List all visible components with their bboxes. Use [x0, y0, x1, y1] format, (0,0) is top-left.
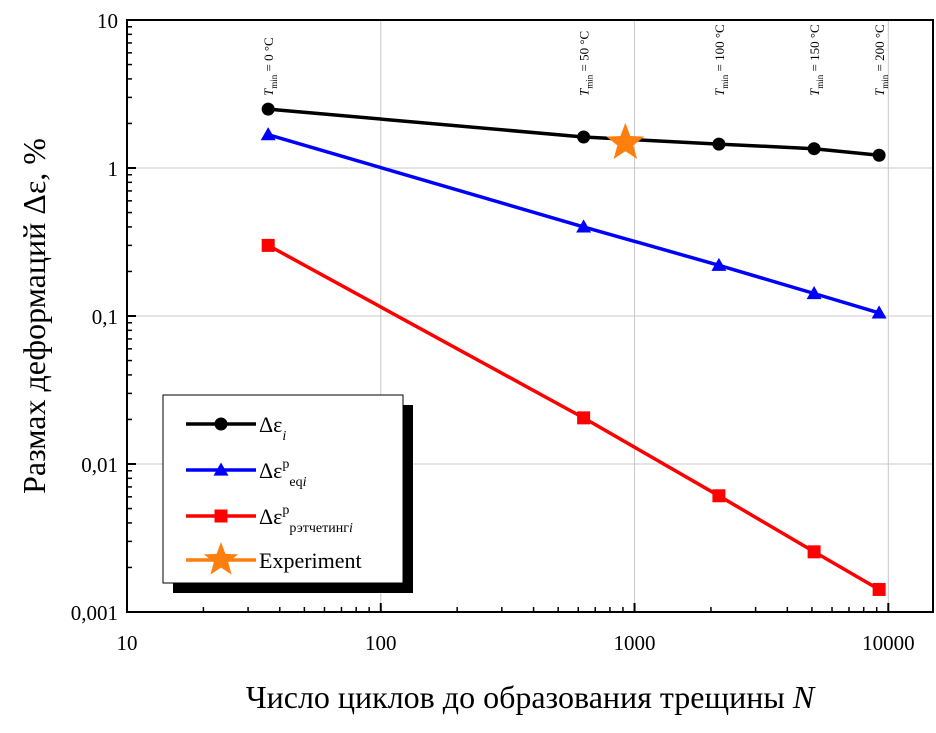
- legend-label: Δεi: [259, 412, 286, 444]
- annotation-tmin: Tmin = 0 °C: [261, 37, 279, 96]
- series-de_r: [261, 238, 886, 596]
- data-point-de_i: [577, 130, 591, 144]
- x-tick-label: 1000: [614, 631, 656, 655]
- legend-symbol: Δε: [259, 412, 282, 437]
- annotation-subscript: min: [880, 74, 890, 89]
- legend-symbol: Δε: [259, 458, 282, 483]
- x-axis-label: Число циклов до образования трещины N: [246, 679, 816, 715]
- x-axis-label-text: Число циклов до образования трещины: [246, 679, 793, 715]
- legend-label: Δεpeqi: [259, 457, 307, 490]
- legend-subscript: eq: [289, 475, 302, 490]
- data-point-de_r: [807, 545, 821, 559]
- series: [260, 102, 887, 596]
- y-tick-label: 0,01: [81, 453, 118, 477]
- annotation-tmin: Tmin = 50 °C: [577, 31, 595, 96]
- annotation-tmin: Tmin = 100 °C: [712, 24, 730, 96]
- annotation-tmin: Tmin = 150 °C: [807, 24, 825, 96]
- legend-marker: [214, 509, 228, 523]
- x-tick-label: 100: [365, 631, 397, 655]
- legend-superscript: p: [282, 457, 289, 472]
- legend-item: Δεi: [186, 412, 286, 444]
- data-point-de_i: [807, 142, 821, 156]
- data-point-de_r: [712, 489, 726, 503]
- legend-item: Δεpeqi: [186, 457, 307, 490]
- y-tick-label: 0,001: [71, 601, 118, 625]
- legend-box: [162, 394, 404, 584]
- data-point-de_r: [872, 582, 886, 596]
- annotation-symbol: T: [261, 88, 276, 96]
- annotation-value: = 0 °C: [261, 37, 276, 74]
- data-point-de_eq: [260, 127, 276, 141]
- legend-superscript: p: [282, 503, 289, 518]
- annotation-subscript: min: [720, 74, 730, 89]
- data-point-experiment: [606, 122, 645, 159]
- annotation-tmin: Tmin = 200 °C: [872, 24, 890, 96]
- legend-subscript: рэтчетинг: [289, 521, 349, 536]
- annotation-value: = 50 °C: [577, 31, 592, 75]
- legend-subscript-italic: i: [282, 429, 286, 444]
- data-point-de_i: [712, 137, 726, 151]
- y-axis-label: Размах деформаций Δε, %: [16, 138, 52, 494]
- legend-marker: [203, 542, 239, 575]
- data-point-de_eq: [576, 219, 592, 233]
- data-point-de_r: [577, 411, 591, 425]
- series-line-de_eq: [267, 133, 880, 315]
- annotation-subscript: min: [269, 74, 279, 89]
- legend-symbol: Δε: [259, 504, 282, 529]
- data-point-de_r: [261, 238, 275, 252]
- annotation-symbol: T: [807, 88, 822, 96]
- annotation-symbol: T: [712, 88, 727, 96]
- annotation-symbol: T: [872, 88, 887, 96]
- data-point-de_i: [872, 148, 886, 162]
- data-point-de_i: [261, 102, 275, 116]
- legend-label: Δεpрэтчетингi: [259, 503, 353, 536]
- legend-marker: [214, 417, 228, 431]
- y-tick-label: 10: [97, 9, 118, 33]
- legend-item: Δεpрэтчетингi: [186, 503, 353, 536]
- annotation-value: = 100 °C: [712, 24, 727, 74]
- x-axis-label-var: N: [792, 679, 816, 715]
- series-de_i: [261, 102, 886, 162]
- x-tick-label: 10: [117, 631, 138, 655]
- data-point-de_eq: [871, 305, 887, 319]
- series-de_eq: [260, 127, 887, 319]
- annotation-symbol: T: [577, 88, 592, 96]
- y-tick-label: 0,1: [92, 305, 118, 329]
- series-line-de_i: [268, 107, 880, 157]
- legend-label: Experiment: [259, 548, 362, 573]
- data-point-de_eq: [711, 257, 727, 271]
- axis-ticks: 10 100 1000 10000 0,001 0,01 0,1 1 10: [71, 9, 915, 655]
- legend-subscript-italic: i: [349, 521, 353, 536]
- annotation-subscript: min: [815, 74, 825, 89]
- annotation-value: = 200 °C: [872, 24, 887, 74]
- legend-subscript-italic: i: [303, 475, 307, 490]
- legend-marker: [213, 462, 229, 476]
- y-tick-label: 1: [108, 157, 119, 181]
- data-point-de_eq: [806, 285, 822, 300]
- x-tick-label: 10000: [862, 631, 915, 655]
- annotation-subscript: min: [585, 74, 595, 89]
- annotation-value: = 150 °C: [807, 24, 822, 74]
- legend-item: Experiment: [186, 542, 362, 575]
